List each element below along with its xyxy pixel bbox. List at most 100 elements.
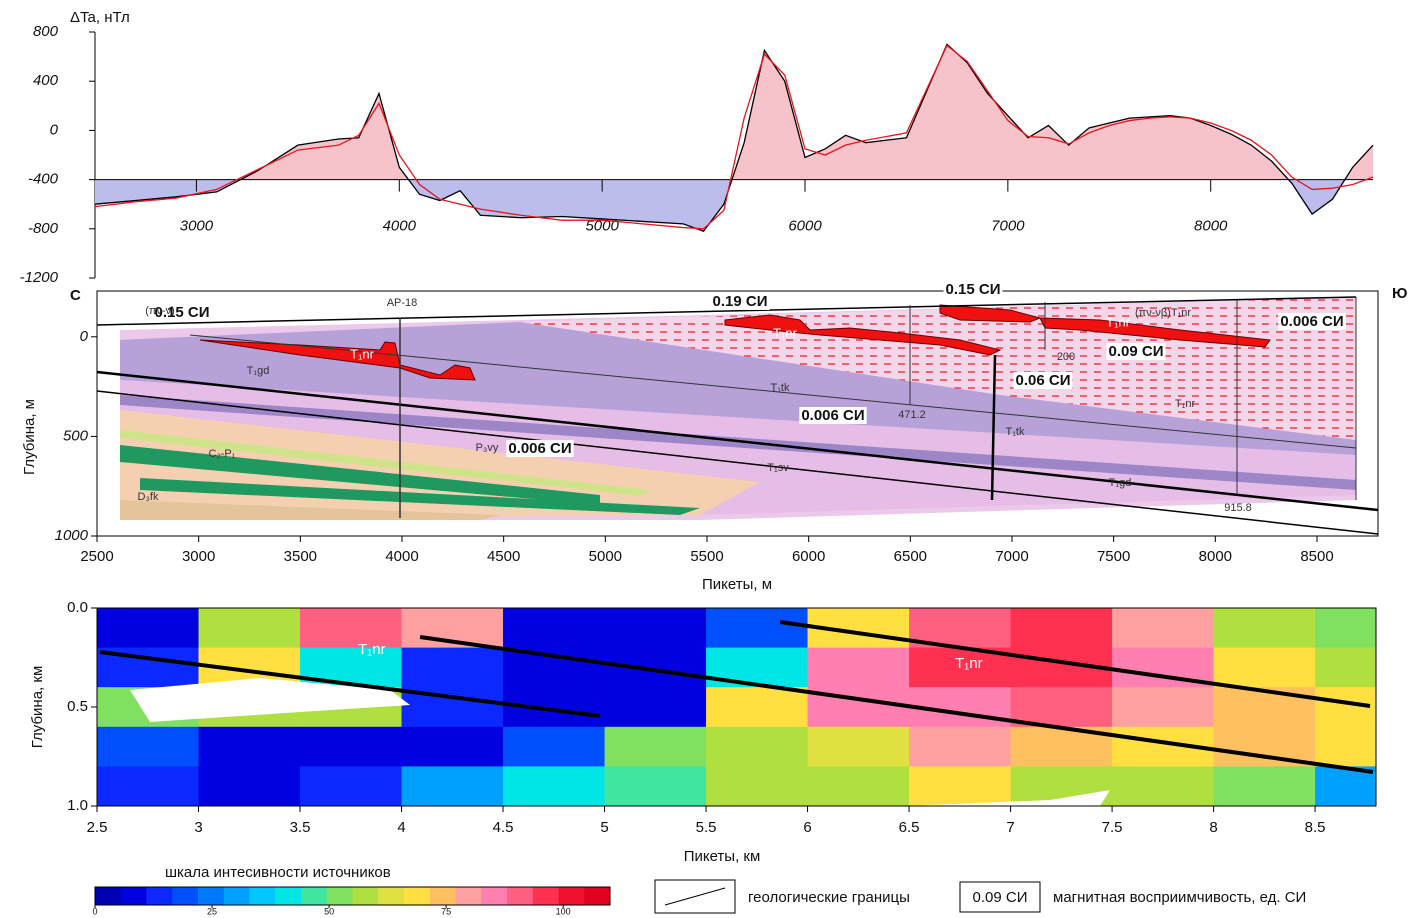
x-tick-label: 2500 <box>80 548 113 565</box>
susceptibility-label: 0.006 СИ <box>1280 313 1343 330</box>
legend-box <box>959 881 1041 913</box>
heat-cell <box>807 726 910 767</box>
colorbar-swatch <box>455 887 482 905</box>
colorbar-swatch <box>481 887 508 905</box>
heat-cell <box>1213 608 1316 649</box>
susceptibility-label: 0.09 СИ <box>1109 343 1164 360</box>
y-tick-label: 0 <box>80 328 89 345</box>
x-tick-label: 5500 <box>690 548 723 565</box>
heat-cell <box>706 608 809 649</box>
x-tick-label: 5.5 <box>696 819 717 836</box>
y-axis-title: Глубина, м <box>21 399 38 475</box>
heat-cell <box>300 726 403 767</box>
colorbar-swatch <box>120 887 147 905</box>
y-axis-title: Глубина, км <box>29 666 46 749</box>
heat-cell <box>503 608 606 649</box>
direction-label: С <box>70 287 81 304</box>
x-axis-title: Пикеты, м <box>702 576 772 593</box>
x-tick-label: 5000 <box>589 548 622 565</box>
colorbar-tick-label: 25 <box>207 906 217 916</box>
x-tick-label: 7 <box>1006 819 1014 836</box>
y-tick-label: 1.0 <box>67 797 88 814</box>
heat-cell <box>503 766 606 806</box>
y-axis-title: ΔTa, нТл <box>70 9 130 26</box>
heat-cell <box>198 608 301 649</box>
colorbar-swatch <box>249 887 276 905</box>
x-tick-label: 3000 <box>180 218 214 235</box>
colorbar-swatch <box>146 887 173 905</box>
x-tick-label: 5000 <box>585 218 619 235</box>
y-tick-label: 400 <box>33 72 59 89</box>
heat-cell <box>300 766 403 806</box>
susceptibility-label: 0.006 СИ <box>801 407 864 424</box>
heat-cell <box>1010 608 1113 649</box>
heat-cell <box>604 766 707 806</box>
susceptibility-label: 0.006 СИ <box>508 440 571 457</box>
direction-label: Ю <box>1392 285 1407 302</box>
heat-cell <box>1112 608 1215 649</box>
heat-cell <box>1010 687 1113 728</box>
y-tick-label: 0.0 <box>67 599 88 616</box>
well-label: AP-18 <box>387 297 418 309</box>
x-tick-label: 6 <box>803 819 811 836</box>
formation-label: T₁nr <box>350 346 375 361</box>
annotation: T₁nr <box>358 641 386 658</box>
series-line <box>94 44 1374 230</box>
heat-cell <box>503 647 606 688</box>
heat-cell <box>909 726 1012 767</box>
x-tick-label: 3000 <box>182 548 215 565</box>
geology <box>96 290 1379 537</box>
heat-cell <box>401 726 504 767</box>
x-tick-label: 8000 <box>1194 218 1228 235</box>
colorbar-swatch <box>301 887 328 905</box>
x-tick-label: 4000 <box>385 548 418 565</box>
heat-cell <box>807 647 910 688</box>
x-tick-label: 7.5 <box>1102 819 1123 836</box>
y-tick-label: 500 <box>63 427 89 444</box>
colorbar-tick-label: 0 <box>92 906 97 916</box>
x-tick-label: 6000 <box>788 218 822 235</box>
heat-cell <box>97 766 200 806</box>
y-tick-label: 800 <box>33 23 59 40</box>
colorbar-swatch <box>275 887 302 905</box>
heat-cell <box>198 766 301 806</box>
x-tick-label: 6500 <box>894 548 927 565</box>
x-tick-label: 4 <box>397 819 405 836</box>
well-label: 471.2 <box>898 409 926 421</box>
heat-cell <box>706 687 809 728</box>
colorbar-swatch <box>352 887 379 905</box>
colorbar-swatch <box>326 887 353 905</box>
colorbar-swatch <box>532 887 559 905</box>
y-tick-label: -1200 <box>20 269 59 286</box>
series-line <box>94 43 1374 233</box>
legend-text: геологические границы <box>748 889 910 906</box>
x-tick-label: 8000 <box>1199 548 1232 565</box>
formation-label: T₁nr <box>1106 314 1131 329</box>
formation-label: T₁nr <box>1175 398 1196 410</box>
label-bg <box>799 406 867 424</box>
legend-box <box>654 879 736 914</box>
heat-cell <box>97 726 200 767</box>
colorbar-title: шкала интесивности источников <box>165 864 391 881</box>
formation-label: T₁gd <box>247 365 270 377</box>
susceptibility-label: 0.19 СИ <box>713 293 768 310</box>
colorbar-swatch <box>172 887 199 905</box>
x-tick-label: 7000 <box>995 548 1028 565</box>
label-bg <box>152 303 212 321</box>
formation-label: C₂-P₁ <box>209 448 236 460</box>
formation-label: D₃fk <box>138 491 159 503</box>
heat-cell <box>1213 687 1316 728</box>
area-below <box>95 179 1373 232</box>
heat-cell <box>401 647 504 688</box>
x-tick-label: 8.5 <box>1305 819 1326 836</box>
colorbar-swatch <box>404 887 431 905</box>
x-tick-label: 4500 <box>487 548 520 565</box>
legend-text: магнитная восприимчивость, ед. СИ <box>1053 889 1306 906</box>
colorbar-swatch <box>95 887 122 905</box>
x-tick-label: 8500 <box>1300 548 1333 565</box>
heat-cell <box>604 647 707 688</box>
legend-line <box>664 887 726 906</box>
area-above <box>241 44 1373 179</box>
x-tick-label: 3 <box>194 819 202 836</box>
